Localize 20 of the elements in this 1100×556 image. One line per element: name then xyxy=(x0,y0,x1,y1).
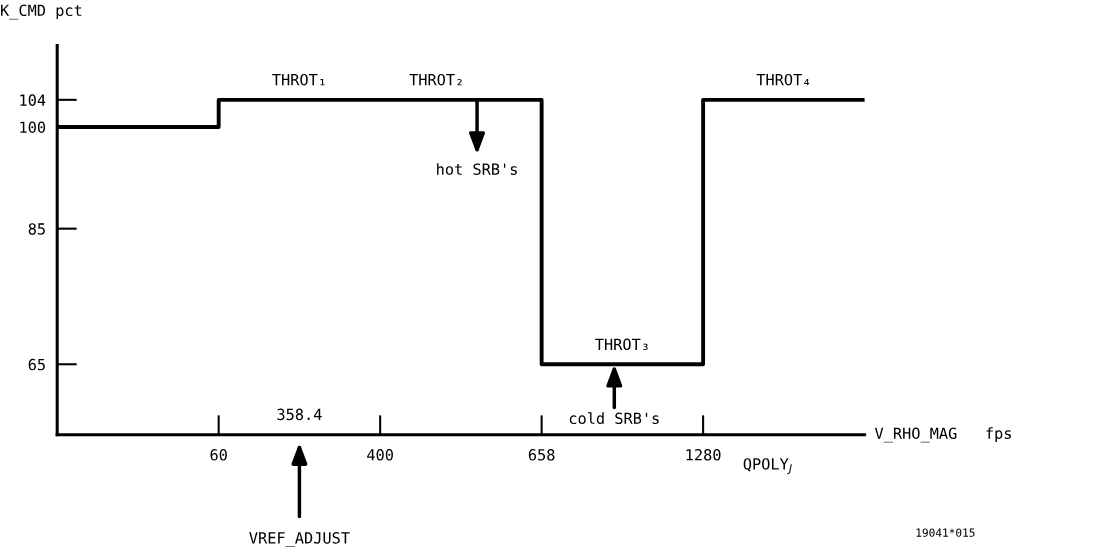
annotation: THROT₄ xyxy=(756,73,810,86)
annotation: THROT₂ xyxy=(409,73,462,86)
annotation: THROT₃ xyxy=(595,338,648,351)
y-tick-label: 85 xyxy=(28,223,45,235)
text: QPOLY$_{J}$ xyxy=(743,458,792,475)
text: VREF_ADJUST xyxy=(249,532,350,548)
annotation: hot SRB's xyxy=(437,163,517,175)
x-tick-label: 1280 xyxy=(686,449,721,461)
y-tick-label: 65 xyxy=(28,358,45,371)
annotation: 358.4 xyxy=(277,408,322,421)
x-tick-label: 400 xyxy=(367,449,393,461)
y-tick-label: 100 xyxy=(20,121,46,134)
y-tick-label: 104 xyxy=(20,94,46,106)
y-axis-title: K_CMD pct xyxy=(1,4,82,20)
x-axis-title: V_RHO_MAG fps xyxy=(874,427,1011,443)
annotation: cold SRB's xyxy=(569,412,659,425)
x-tick-label: 60 xyxy=(210,449,227,461)
text: 19041*015 xyxy=(916,528,975,537)
annotation: THROT₁ xyxy=(272,73,325,86)
x-tick-label: 658 xyxy=(528,449,555,461)
